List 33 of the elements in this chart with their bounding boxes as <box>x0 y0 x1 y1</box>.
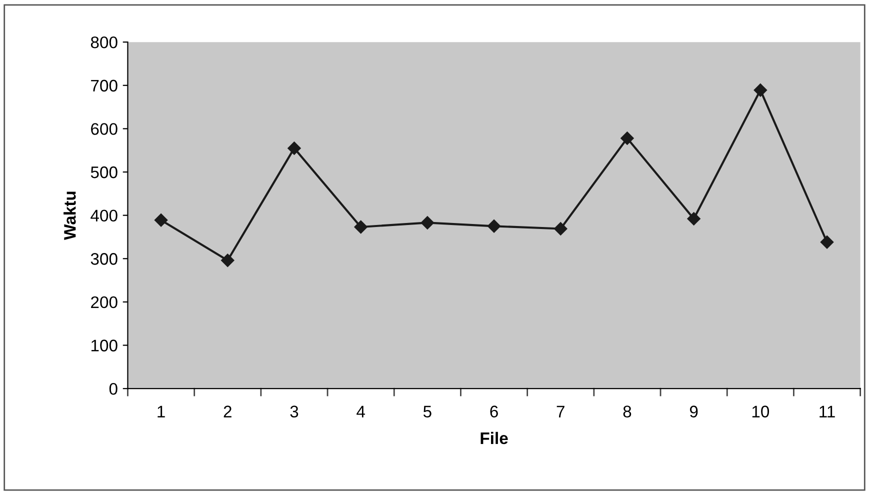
y-tick-label: 200 <box>91 296 118 308</box>
y-tick-label: 500 <box>90 166 118 178</box>
x-tick-label: 4 <box>356 406 365 418</box>
y-tick-label: 300 <box>90 253 118 265</box>
point <box>754 84 767 97</box>
point <box>354 220 368 234</box>
x-tick-label: 9 <box>690 406 698 418</box>
point <box>620 132 634 145</box>
y-tick-label: 600 <box>91 123 118 135</box>
y-tick-label: 400 <box>90 210 118 222</box>
point <box>154 214 168 227</box>
x-tick-label: 6 <box>490 406 498 418</box>
y-tick-label: 100 <box>91 340 118 352</box>
y-axis-title: Waktu <box>64 192 76 240</box>
x-tick-label: 11 <box>820 406 835 418</box>
point <box>420 216 434 230</box>
x-tick-label: 10 <box>752 406 770 418</box>
x-axis-title: File <box>480 432 508 444</box>
x-tick-label: 8 <box>623 406 632 418</box>
y-tick-label: 0 <box>109 382 118 395</box>
y-tick-label: 800 <box>90 36 118 48</box>
x-tick-label: 5 <box>423 406 432 418</box>
point <box>687 212 700 226</box>
x-tick-label: 2 <box>224 406 232 418</box>
y-tick-label: 700 <box>91 80 118 92</box>
x-tick-label: 7 <box>556 406 564 418</box>
x-tick-label: 3 <box>290 406 298 418</box>
point <box>820 236 834 249</box>
point <box>221 254 234 267</box>
point <box>554 222 568 236</box>
x-tick-label: 1 <box>158 406 165 418</box>
point <box>487 220 501 233</box>
point <box>288 142 301 155</box>
